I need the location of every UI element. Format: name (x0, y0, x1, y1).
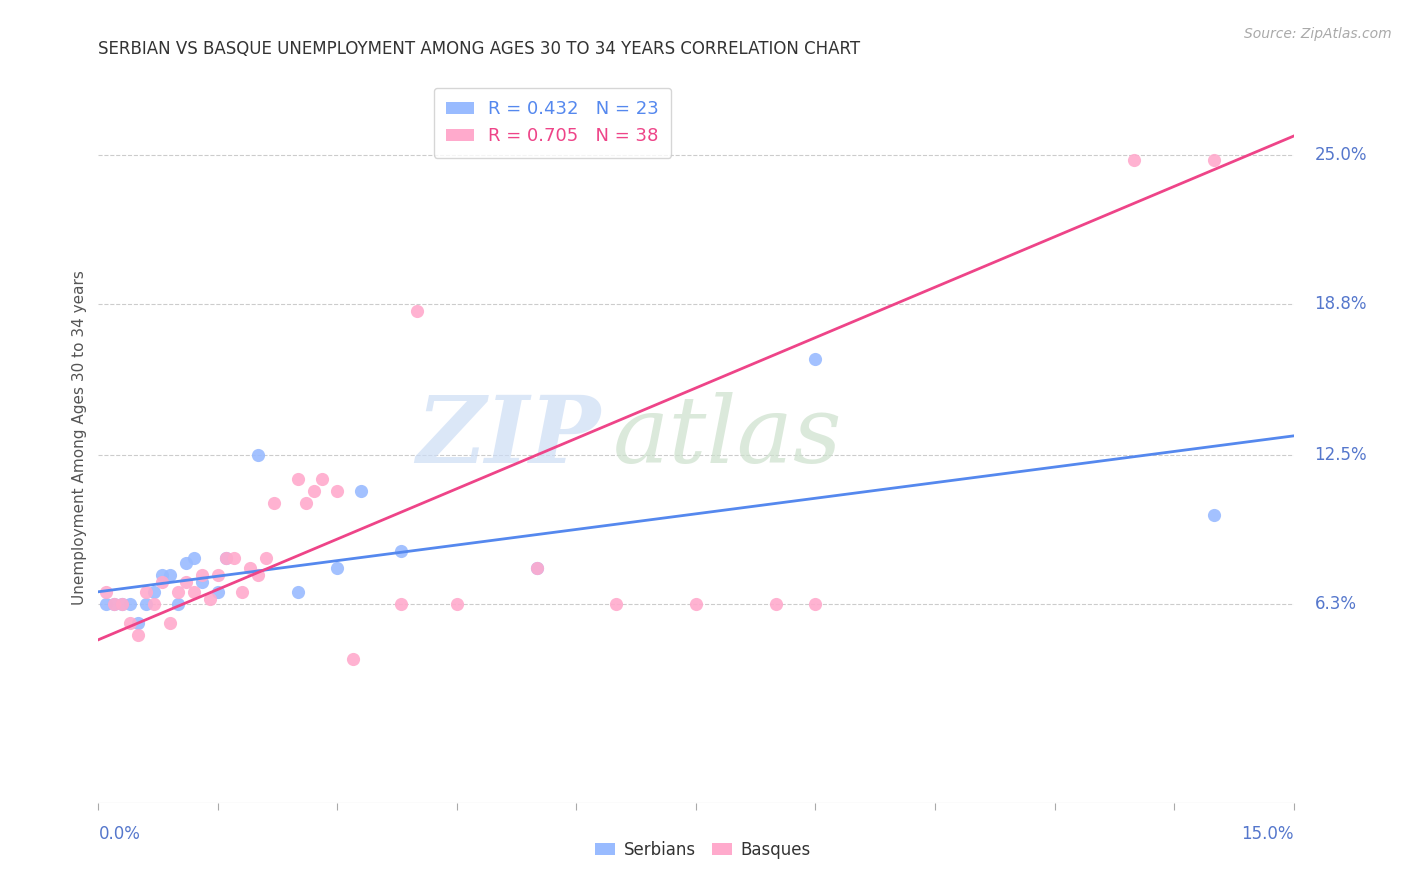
Point (287, 472, 309, 486)
Point (1202, 153, 1225, 167)
Point (342, 652, 364, 666)
Point (222, 551, 245, 566)
Point (183, 551, 205, 566)
Point (174, 556, 197, 570)
Point (311, 472, 333, 486)
Point (111, 597, 134, 611)
Point (263, 496, 285, 510)
Point (446, 597, 468, 611)
Text: Source: ZipAtlas.com: Source: ZipAtlas.com (1244, 27, 1392, 41)
Point (294, 496, 316, 510)
Text: 18.8%: 18.8% (1315, 295, 1367, 313)
Point (326, 561, 349, 575)
Point (191, 575, 214, 590)
Point (526, 561, 548, 575)
Point (174, 575, 197, 590)
Text: SERBIAN VS BASQUE UNEMPLOYMENT AMONG AGES 30 TO 34 YEARS CORRELATION CHART: SERBIAN VS BASQUE UNEMPLOYMENT AMONG AGE… (98, 40, 860, 58)
Point (120, 615, 142, 630)
Point (183, 584, 205, 599)
Point (350, 483, 373, 498)
Point (207, 568, 229, 582)
Point (159, 615, 181, 630)
Point (127, 615, 149, 630)
Point (150, 568, 173, 582)
Point (96, 597, 118, 611)
Point (143, 584, 166, 599)
Text: ZIP: ZIP (416, 392, 600, 482)
Point (96, 584, 118, 599)
Legend: R = 0.432   N = 23, R = 0.705   N = 38: R = 0.432 N = 23, R = 0.705 N = 38 (434, 87, 671, 158)
Text: 0.0%: 0.0% (98, 825, 141, 843)
Point (215, 551, 238, 566)
Point (765, 597, 787, 611)
Text: 12.5%: 12.5% (1315, 446, 1367, 464)
Point (167, 584, 190, 599)
Point (1202, 508, 1225, 522)
Point (389, 597, 412, 611)
Text: 25.0%: 25.0% (1315, 146, 1367, 164)
Point (135, 597, 157, 611)
Point (605, 597, 627, 611)
Text: 6.3%: 6.3% (1315, 595, 1357, 613)
Point (159, 568, 181, 582)
Point (231, 584, 253, 599)
Point (246, 568, 269, 582)
Point (389, 544, 412, 558)
Point (191, 568, 214, 582)
Point (804, 597, 827, 611)
Text: atlas: atlas (612, 392, 842, 482)
Point (287, 584, 309, 599)
Point (804, 352, 827, 367)
Point (120, 597, 142, 611)
Point (198, 591, 221, 606)
Point (111, 597, 134, 611)
Point (302, 483, 325, 498)
Point (1123, 153, 1146, 167)
Text: 15.0%: 15.0% (1241, 825, 1294, 843)
Point (207, 584, 229, 599)
Point (326, 483, 349, 498)
Y-axis label: Unemployment Among Ages 30 to 34 years: Unemployment Among Ages 30 to 34 years (72, 269, 87, 605)
Point (103, 597, 125, 611)
Point (215, 551, 238, 566)
Legend: Serbians, Basques: Serbians, Basques (589, 835, 817, 866)
Point (143, 597, 166, 611)
Point (135, 584, 157, 599)
Point (406, 304, 429, 318)
Point (526, 561, 548, 575)
Point (239, 561, 262, 575)
Point (103, 597, 125, 611)
Point (246, 448, 269, 462)
Point (150, 575, 173, 590)
Point (167, 597, 190, 611)
Point (685, 597, 707, 611)
Point (127, 628, 149, 642)
Point (254, 551, 277, 566)
